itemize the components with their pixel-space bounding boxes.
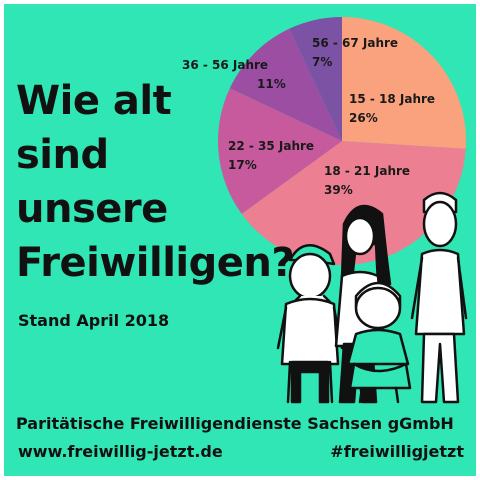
- slice-category-15-18: 15 - 18 Jahre: [349, 92, 436, 106]
- pie-slice-36-56: [229, 28, 342, 141]
- hashtag: #freiwilligjetzt: [330, 442, 464, 461]
- slice-value-36-56: 11%: [257, 77, 286, 91]
- slice-label-22-35: 22 - 35 Jahre 17%: [228, 137, 314, 175]
- age-pie-chart: [218, 17, 466, 265]
- headline-line-4: Freiwilligen?: [16, 240, 295, 286]
- slice-value-56-67: 7%: [312, 55, 333, 69]
- pie-slice-15-18: [342, 17, 466, 149]
- volunteer-figure-cap: [276, 244, 344, 404]
- slice-value-15-18: 26%: [349, 111, 378, 125]
- pie-slice-22-35: [218, 88, 342, 214]
- volunteer-figure-tall: [410, 191, 468, 404]
- slice-label-56-67: 56 - 67 Jahre 7%: [312, 34, 398, 72]
- slice-category-18-21: 18 - 21 Jahre: [324, 164, 411, 178]
- slice-category-36-56: 36 - 56 Jahre: [182, 58, 269, 72]
- slice-value-22-35: 17%: [228, 158, 257, 172]
- headline: Wie alt sind unsere Freiwilligen?: [16, 74, 295, 290]
- volunteer-figure-bangs: [346, 281, 412, 404]
- headline-line-1: Wie alt: [16, 78, 172, 124]
- organization-name: Paritätische Freiwilligendienste Sachsen…: [16, 414, 454, 433]
- slice-value-18-21: 39%: [324, 183, 353, 197]
- volunteers-illustration: [276, 191, 468, 404]
- website-link[interactable]: www.freiwillig-jetzt.de: [18, 442, 223, 461]
- headline-line-3: unsere: [16, 186, 168, 232]
- slice-label-15-18: 15 - 18 Jahre 26%: [349, 90, 435, 128]
- slice-label-18-21: 18 - 21 Jahre 39%: [324, 162, 410, 200]
- slice-label-36-56: 36 - 56 Jahre 11%: [182, 56, 286, 94]
- headline-line-2: sind: [16, 132, 109, 178]
- pie-slice-56-67: [289, 17, 342, 141]
- slice-category-22-35: 22 - 35 Jahre: [228, 139, 315, 153]
- pie-slice-18-21: [241, 141, 466, 265]
- infographic-card: 15 - 18 Jahre 26% 18 - 21 Jahre 39% 22 -…: [4, 4, 476, 476]
- date-note: Stand April 2018: [18, 311, 170, 330]
- slice-category-56-67: 56 - 67 Jahre: [312, 36, 399, 50]
